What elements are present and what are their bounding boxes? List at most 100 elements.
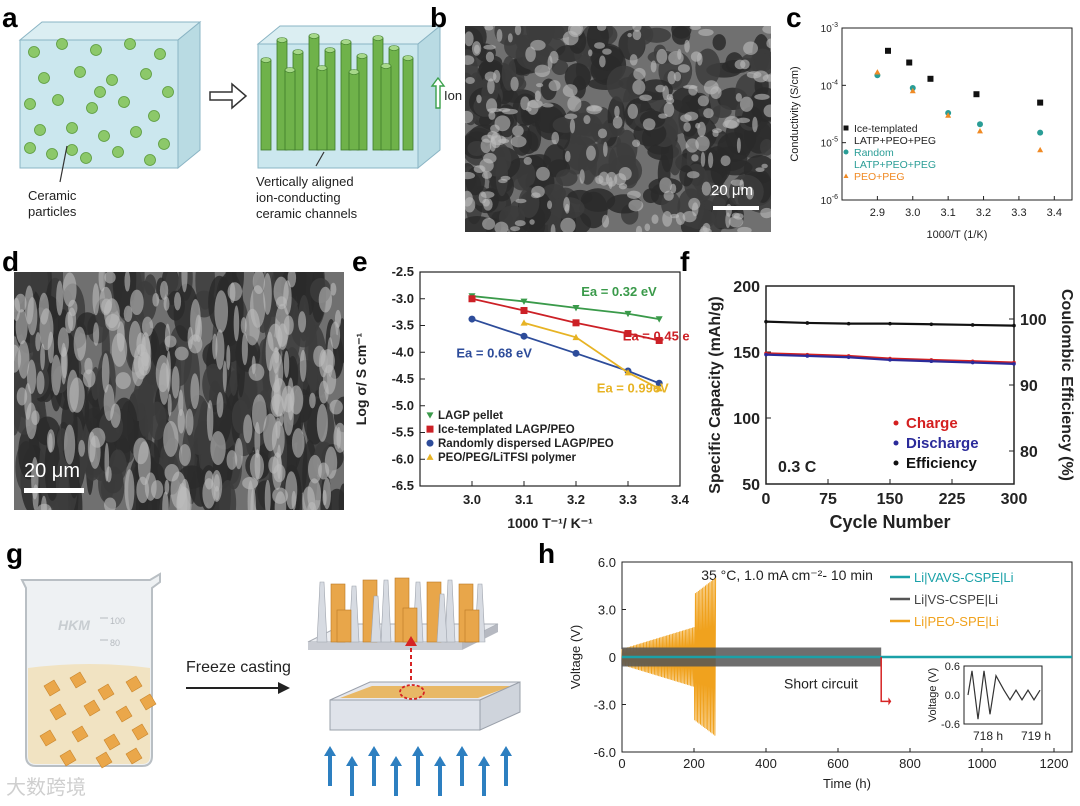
inset-trace xyxy=(967,670,1041,720)
y-tick-label: 10-4 xyxy=(821,79,838,92)
sem-wall xyxy=(690,51,702,62)
particle xyxy=(52,94,64,106)
y-tick-label: 10-5 xyxy=(821,137,838,150)
y-tick-label: 100 xyxy=(733,411,760,428)
channel-top xyxy=(276,37,288,43)
channel-top xyxy=(316,65,328,71)
sem-wall xyxy=(334,309,342,328)
sem-pore xyxy=(712,34,726,51)
y-tick-label: 0 xyxy=(609,650,616,665)
sem-wall xyxy=(496,29,503,42)
sem-wall xyxy=(760,207,771,219)
channel-top xyxy=(372,35,384,41)
x-tick-label: 3.1 xyxy=(515,492,533,507)
inset-y-tick-label: 0.0 xyxy=(945,690,960,702)
legend-entry: LATP+PEO+PEG xyxy=(854,159,936,171)
sem-wall xyxy=(677,64,690,73)
sem-wall xyxy=(536,83,544,88)
sem-wall xyxy=(465,31,474,47)
x-axis-label: 1000/T (1/K) xyxy=(927,229,988,241)
y-tick-label: -4.5 xyxy=(392,371,414,386)
sem-wall xyxy=(686,171,700,179)
sem-wall xyxy=(658,113,668,119)
ice-column xyxy=(444,579,456,643)
ceramic-column xyxy=(464,609,480,643)
sem-wall xyxy=(248,363,265,381)
series-0 xyxy=(468,293,663,323)
sem-wall xyxy=(101,298,112,314)
sem-wall xyxy=(510,76,519,92)
sem-wall xyxy=(164,464,180,482)
sem-wall xyxy=(498,178,508,184)
legend-marker xyxy=(843,125,849,131)
legend-entry: Ice-templated LAGP/PEO xyxy=(438,424,575,436)
beaker-mark-100: 100 xyxy=(110,616,125,626)
sem-wall xyxy=(465,197,476,213)
particle xyxy=(24,142,36,154)
sem-wall xyxy=(130,289,144,316)
sem-wall xyxy=(529,219,535,225)
sem-wall xyxy=(639,94,652,101)
sem-pore xyxy=(526,26,553,45)
sem-wall xyxy=(588,49,593,57)
sem-wall xyxy=(579,169,585,184)
sem-wall xyxy=(78,439,86,457)
data-point xyxy=(888,358,892,362)
sem-wall xyxy=(549,50,559,64)
sem-wall xyxy=(176,486,192,510)
x-tick-label: 0 xyxy=(762,491,771,508)
sem-wall xyxy=(309,392,316,409)
sem-wall xyxy=(103,384,115,421)
short-circuit-pointer xyxy=(880,657,889,703)
scale-label-d: 20 μm xyxy=(24,460,80,482)
sem-wall xyxy=(62,272,77,307)
sem-wall xyxy=(667,70,676,85)
y-tick-label: -3.5 xyxy=(392,318,414,333)
data-point xyxy=(624,369,632,376)
sem-pore xyxy=(759,138,771,156)
data-point xyxy=(1012,362,1016,366)
legend-entry: LATP+PEO+PEG xyxy=(854,135,936,147)
chart-c: 2.9 3.0 3.1 3.2 3.3 3.4 10-6 10-5 10-4 10-3 1000/T… xyxy=(789,22,1073,241)
sem-wall xyxy=(740,59,750,70)
sem-wall xyxy=(699,227,712,232)
sem-wall xyxy=(695,135,710,152)
sem-wall xyxy=(471,41,482,56)
y-tick-label: 10-3 xyxy=(821,22,838,35)
sem-wall xyxy=(481,171,493,179)
particle xyxy=(80,152,92,164)
sem-wall xyxy=(536,166,550,181)
sem-wall xyxy=(163,296,170,311)
activation-energy-label: Ea = 0.45 eV xyxy=(623,328,690,343)
sem-wall xyxy=(583,114,591,125)
y-tick-label: -6.5 xyxy=(392,478,414,493)
data-point xyxy=(655,379,663,387)
rate-annotation: 0.3 C xyxy=(778,459,817,476)
sem-wall xyxy=(691,154,699,162)
sem-wall xyxy=(542,103,554,108)
sem-image-b: 20 μm xyxy=(465,26,771,232)
sem-wall xyxy=(531,185,545,198)
inset-y-axis-label: Voltage (V) xyxy=(927,668,939,722)
sem-wall xyxy=(603,141,608,157)
y-axis-label: Conductivity (S/cm) xyxy=(789,66,801,161)
particle xyxy=(28,46,40,58)
particle xyxy=(38,72,50,84)
data-point xyxy=(888,321,892,326)
ceramic-caption-2: particles xyxy=(28,204,77,219)
x-tick-label: 3.3 xyxy=(1011,207,1026,219)
sem-wall xyxy=(140,332,151,367)
sem-wall xyxy=(242,476,258,490)
series-1 xyxy=(764,352,1016,366)
sem-wall xyxy=(204,470,214,490)
sem-pore xyxy=(527,154,551,168)
y-tick-label: -5.5 xyxy=(392,425,414,440)
series-2 xyxy=(874,69,1044,153)
sem-wall xyxy=(35,332,41,352)
data-point xyxy=(1037,129,1044,136)
sem-wall xyxy=(150,480,164,499)
sem-wall xyxy=(737,226,752,232)
ceramic-channel xyxy=(348,71,360,151)
sem-wall xyxy=(287,272,297,288)
data-point xyxy=(764,352,768,357)
